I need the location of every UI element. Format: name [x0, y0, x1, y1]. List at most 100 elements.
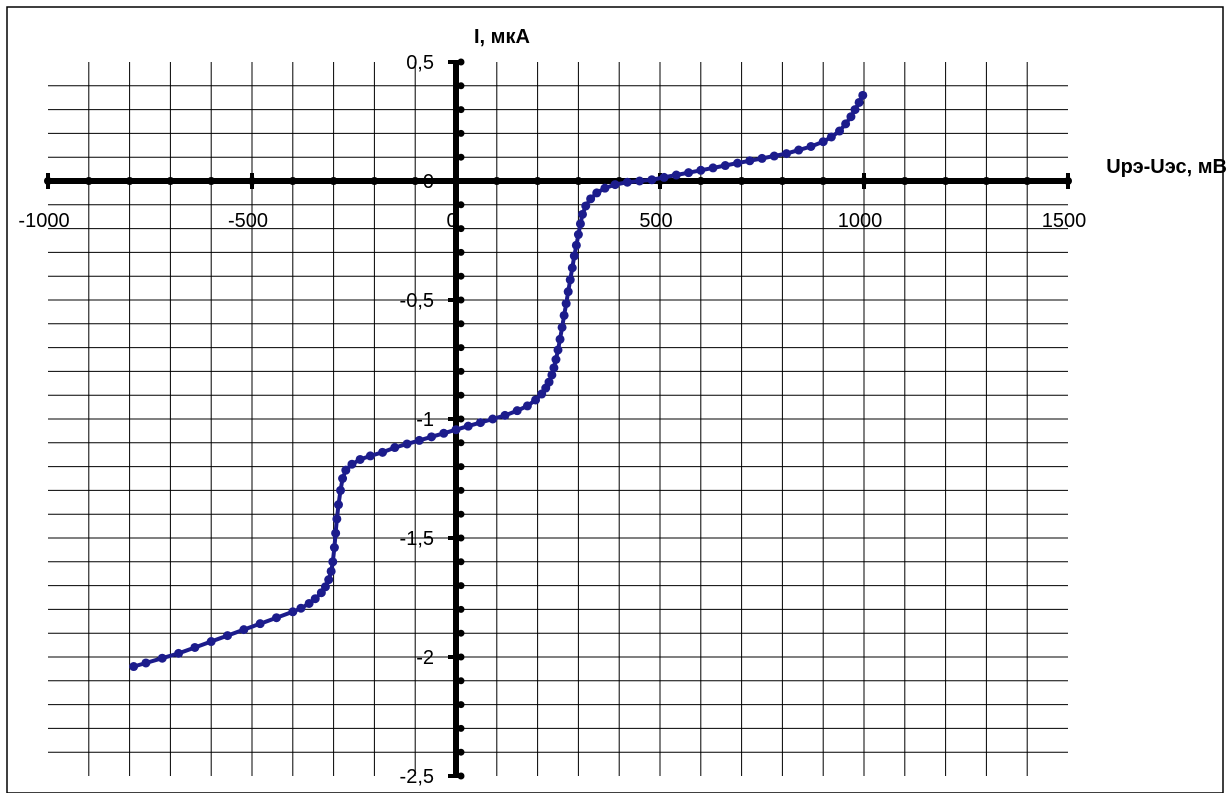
x-minor-tick — [492, 177, 501, 185]
data-point — [854, 97, 864, 107]
data-point — [522, 401, 532, 411]
y-minor-tick — [457, 153, 465, 161]
y-axis-title: I, мкА — [474, 26, 530, 48]
data-point — [390, 443, 400, 453]
y-minor-tick — [457, 106, 465, 114]
data-point — [414, 435, 424, 445]
data-point — [581, 201, 591, 211]
data-point — [563, 287, 573, 297]
data-point — [324, 575, 334, 585]
data-point — [835, 126, 845, 136]
y-tick-label: -2 — [416, 647, 434, 669]
x-minor-tick — [125, 177, 134, 185]
data-point — [475, 418, 485, 428]
data-point — [573, 230, 583, 240]
data-point — [500, 410, 510, 420]
data-point — [577, 209, 587, 219]
y-minor-tick — [457, 344, 465, 352]
data-point — [794, 145, 804, 155]
data-point — [463, 421, 473, 431]
data-point — [531, 395, 541, 405]
data-point — [451, 425, 461, 435]
data-point — [806, 141, 816, 151]
data-point — [304, 598, 314, 608]
y-minor-tick — [457, 629, 465, 637]
tick-labels: -1000 -500 0 500 1000 1500 0,5 0 -0,5 -1 -1,5 -2 -2,… — [18, 52, 1086, 788]
data-point — [561, 299, 571, 309]
y-minor-tick — [457, 129, 465, 137]
data-point — [684, 168, 694, 178]
x-minor-tick — [696, 177, 705, 185]
y-minor-tick — [457, 439, 465, 447]
data-point — [129, 662, 139, 672]
data-point — [600, 183, 610, 193]
data-point — [365, 451, 375, 461]
data-point — [512, 406, 522, 416]
y-minor-tick — [457, 558, 465, 566]
data-point — [338, 474, 348, 483]
data-point — [818, 137, 828, 147]
x-tick-label: 500 — [639, 210, 672, 232]
x-minor-tick — [533, 177, 542, 185]
y-minor-tick — [457, 724, 465, 732]
x-minor-tick — [778, 177, 787, 185]
data-point — [850, 105, 860, 115]
data-point — [549, 363, 559, 373]
data-point — [757, 153, 767, 163]
data-point — [378, 447, 388, 457]
y-minor-tick — [457, 225, 465, 233]
data-point — [781, 149, 791, 159]
data-point — [332, 514, 342, 524]
data-point — [569, 251, 579, 261]
data-point — [402, 439, 412, 449]
data-point — [271, 613, 281, 623]
data-point — [557, 322, 567, 332]
data-point — [846, 112, 856, 122]
data-point — [355, 454, 365, 464]
data-point — [769, 151, 779, 161]
data-point — [310, 594, 320, 604]
data-point — [635, 176, 645, 186]
data-point — [547, 370, 557, 380]
x-tick-label: 1000 — [838, 210, 883, 232]
y-minor-tick — [457, 463, 465, 471]
x-minor-tick — [370, 177, 379, 185]
data-point — [586, 194, 596, 204]
x-minor-tick — [329, 177, 338, 185]
data-point — [341, 465, 351, 475]
x-minor-tick — [819, 177, 828, 185]
data-point — [141, 658, 151, 668]
y-minor-tick — [457, 391, 465, 399]
data-point — [826, 132, 836, 142]
data-point — [841, 119, 851, 129]
data-point — [329, 543, 339, 553]
data-point — [567, 263, 577, 273]
data-point — [571, 240, 581, 250]
y-tick-label: -2,5 — [400, 766, 434, 788]
y-minor-tick — [457, 605, 465, 613]
y-tick-label: -1,5 — [400, 528, 434, 550]
y-minor-tick — [457, 677, 465, 685]
data-point — [696, 165, 706, 175]
data-point — [659, 172, 669, 182]
x-minor-tick — [288, 177, 297, 185]
x-minor-tick — [411, 177, 420, 185]
data-point — [427, 432, 437, 442]
x-tick-label: 0 — [446, 210, 457, 232]
data-point — [553, 345, 563, 355]
x-tick-label: 1500 — [1042, 210, 1087, 232]
data-point — [733, 158, 743, 168]
x-tick-label: -1000 — [18, 210, 69, 232]
y-minor-tick — [457, 367, 465, 375]
data-point — [551, 355, 561, 364]
data-point — [255, 619, 265, 629]
data-point — [320, 582, 330, 592]
data-point — [555, 334, 565, 344]
x-axis-title: Uрэ-Uэс, мВ — [1106, 156, 1227, 178]
data-point — [622, 177, 632, 187]
x-minor-tick — [982, 177, 991, 185]
y-minor-tick — [457, 510, 465, 518]
x-minor-tick — [84, 177, 93, 185]
data-point — [223, 631, 233, 641]
